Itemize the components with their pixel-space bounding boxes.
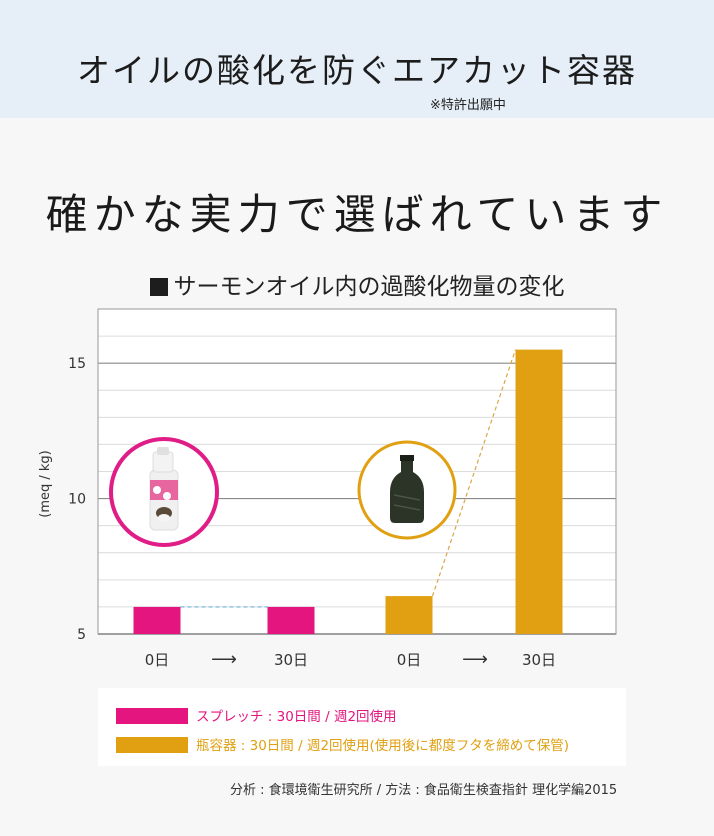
x-tick-label: 0日 <box>397 651 422 669</box>
spray-bottle-icon <box>109 437 219 547</box>
bottle-bar <box>385 596 433 634</box>
legend-swatch-spray <box>116 708 188 724</box>
glass-bottle-icon <box>357 440 457 540</box>
spray-bar <box>267 606 315 634</box>
legend-swatch-bottle <box>116 737 188 753</box>
legend: スプレッチ : 30日間 / 週2回使用 瓶容器 : 30日間 / 週2回使用(… <box>98 688 626 766</box>
chart-title: サーモンオイル内の過酸化物量の変化 <box>0 267 714 301</box>
plot-frame <box>97 308 617 635</box>
x-tick-label: 30日 <box>274 651 308 669</box>
arrow-icon: ⟶ <box>211 649 237 670</box>
patent-note: ※特許出願中 <box>430 98 506 113</box>
y-axis-label: (meq / kg) <box>38 450 53 517</box>
y-tick-label: 10 <box>68 492 86 508</box>
legend-label-spray: スプレッチ : 30日間 / 週2回使用 <box>196 709 397 725</box>
top-banner: オイルの酸化を防ぐエアカット容器 ※特許出願中 <box>0 0 714 118</box>
legend-label-bottle: 瓶容器 : 30日間 / 週2回使用(使用後に都度フタを締めて保管) <box>196 738 570 754</box>
bottle-trend-line <box>431 349 517 597</box>
y-tick-label: 5 <box>77 627 86 643</box>
arrow-icon: ⟶ <box>462 649 488 670</box>
y-tick-label: 15 <box>68 356 86 372</box>
square-bullet-icon <box>149 278 168 296</box>
chart-title-text: サーモンオイル内の過酸化物量の変化 <box>173 274 565 300</box>
banner-title: オイルの酸化を防ぐエアカット容器 <box>77 51 637 90</box>
bottle-bar <box>515 349 563 634</box>
headline: 確かな実力で選ばれています <box>45 190 669 239</box>
spray-bar <box>133 606 181 634</box>
x-tick-label: 30日 <box>522 651 556 669</box>
x-tick-label: 0日 <box>145 651 170 669</box>
source-note: 分析 : 食環境衛生研究所 / 方法 : 食品衛生検査指針 理化学編2015 <box>230 783 618 798</box>
